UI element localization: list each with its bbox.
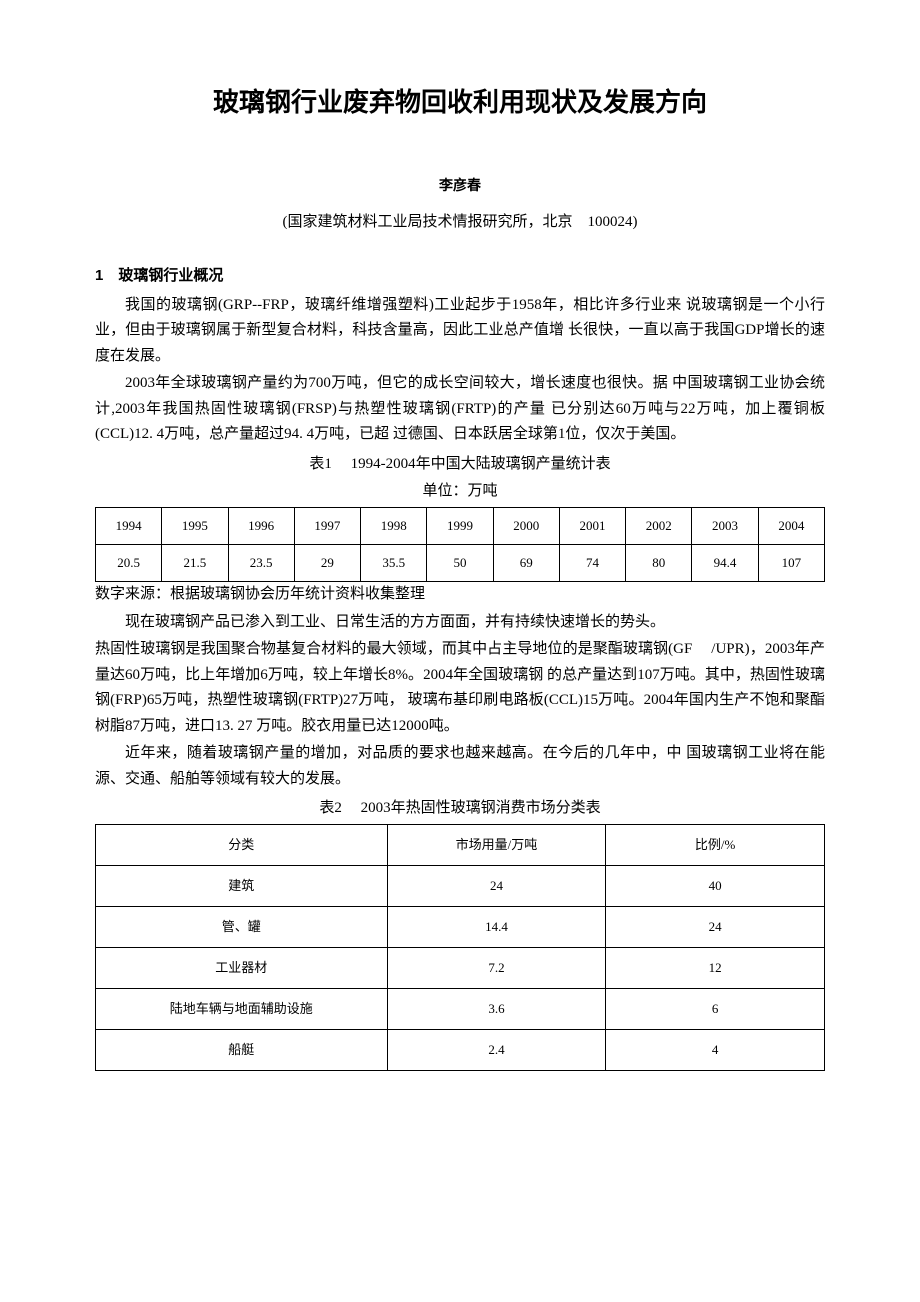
table-cell: 40: [606, 865, 825, 906]
author-name: 李彦春: [95, 174, 825, 198]
section-1-paragraph-2: 2003年全球玻璃钢产量约为700万吨，但它的成长空间较大，增长速度也很快。据 …: [95, 371, 825, 448]
table-2: 分类 市场用量/万吨 比例/% 建筑 24 40 管、罐 14.4 24 工业器…: [95, 824, 825, 1072]
table-cell: 2003: [692, 507, 758, 544]
table-1-footnote: 数字来源：根据玻璃钢协会历年统计资料收集整理: [95, 582, 825, 608]
table-row: 工业器材 7.2 12: [96, 947, 825, 988]
table-cell: 4: [606, 1030, 825, 1071]
table-1: 1994 1995 1996 1997 1998 1999 2000 2001 …: [95, 507, 825, 582]
table-cell: 2004: [758, 507, 824, 544]
table-cell: 管、罐: [96, 906, 388, 947]
table-cell: 1999: [427, 507, 493, 544]
section-1-paragraph-3: 现在玻璃钢产品已渗入到工业、日常生活的方方面面，并有持续快速增长的势头。: [95, 610, 825, 636]
table-cell: 23.5: [228, 545, 294, 582]
table-1-caption: 表1 1994-2004年中国大陆玻璃钢产量统计表: [95, 452, 825, 478]
document-title: 玻璃钢行业废弃物回收利用现状及发展方向: [95, 80, 825, 124]
table-cell: 陆地车辆与地面辅助设施: [96, 989, 388, 1030]
table-cell: 2.4: [387, 1030, 606, 1071]
table-cell: 69: [493, 545, 559, 582]
section-1-paragraph-5: 近年来，随着玻璃钢产量的增加，对品质的要求也越来越高。在今后的几年中，中 国玻璃…: [95, 741, 825, 792]
table-cell: 20.5: [96, 545, 162, 582]
table-cell: 94.4: [692, 545, 758, 582]
table-cell: 1995: [162, 507, 228, 544]
table-1-unit: 单位：万吨: [95, 479, 825, 505]
table-row: 建筑 24 40: [96, 865, 825, 906]
table-cell: 21.5: [162, 545, 228, 582]
table-cell: 船艇: [96, 1030, 388, 1071]
table-cell: 74: [559, 545, 625, 582]
table-cell: 12: [606, 947, 825, 988]
table-cell: 1998: [361, 507, 427, 544]
table-cell: 6: [606, 989, 825, 1030]
table-row: 1994 1995 1996 1997 1998 1999 2000 2001 …: [96, 507, 825, 544]
table-cell: 35.5: [361, 545, 427, 582]
table-header: 市场用量/万吨: [387, 824, 606, 865]
table-row: 船艇 2.4 4: [96, 1030, 825, 1071]
table-cell: 7.2: [387, 947, 606, 988]
author-affiliation: (国家建筑材料工业局技术情报研究所，北京 100024): [95, 210, 825, 236]
table-cell: 2000: [493, 507, 559, 544]
table-2-caption: 表2 2003年热固性玻璃钢消费市场分类表: [95, 796, 825, 822]
table-cell: 建筑: [96, 865, 388, 906]
table-cell: 3.6: [387, 989, 606, 1030]
table-cell: 24: [606, 906, 825, 947]
table-row: 20.5 21.5 23.5 29 35.5 50 69 74 80 94.4 …: [96, 545, 825, 582]
table-cell: 50: [427, 545, 493, 582]
section-1-paragraph-1: 我国的玻璃钢(GRP--FRP，玻璃纤维增强塑料)工业起步于1958年，相比许多…: [95, 293, 825, 370]
table-header: 比例/%: [606, 824, 825, 865]
table-cell: 1996: [228, 507, 294, 544]
table-cell: 80: [626, 545, 692, 582]
table-header: 分类: [96, 824, 388, 865]
table-cell: 14.4: [387, 906, 606, 947]
section-1-heading: 1 玻璃钢行业概况: [95, 263, 825, 289]
table-cell: 29: [294, 545, 360, 582]
table-cell: 107: [758, 545, 824, 582]
table-row: 分类 市场用量/万吨 比例/%: [96, 824, 825, 865]
table-cell: 2002: [626, 507, 692, 544]
table-cell: 2001: [559, 507, 625, 544]
table-cell: 1994: [96, 507, 162, 544]
table-cell: 工业器材: [96, 947, 388, 988]
table-cell: 24: [387, 865, 606, 906]
table-row: 陆地车辆与地面辅助设施 3.6 6: [96, 989, 825, 1030]
table-row: 管、罐 14.4 24: [96, 906, 825, 947]
section-1-paragraph-4: 热固性玻璃钢是我国聚合物基复合材料的最大领域，而其中占主导地位的是聚酯玻璃钢(G…: [95, 637, 825, 739]
table-cell: 1997: [294, 507, 360, 544]
